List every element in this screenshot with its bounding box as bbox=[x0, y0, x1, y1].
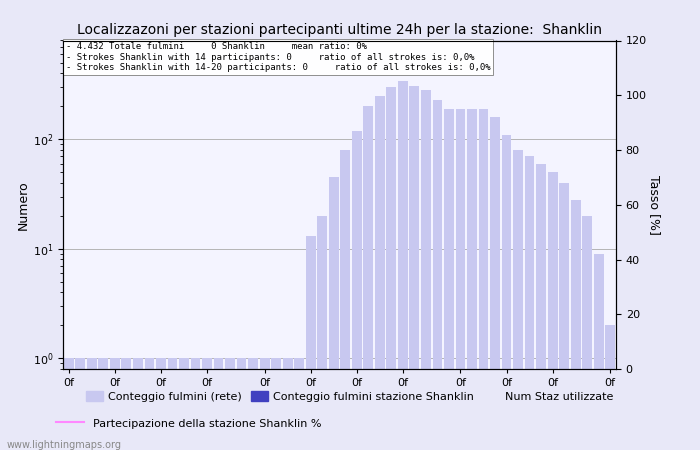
Y-axis label: Numero: Numero bbox=[17, 180, 30, 230]
Title: Localizzazoni per stazioni partecipanti ultime 24h per la stazione:  Shanklin: Localizzazoni per stazioni partecipanti … bbox=[77, 22, 602, 36]
Bar bbox=[122, 358, 132, 450]
Bar bbox=[294, 358, 304, 450]
Bar bbox=[525, 156, 535, 450]
Text: - 4.432 Totale fulmini     0 Shanklin     mean ratio: 0%
- Strokes Shanklin with: - 4.432 Totale fulmini 0 Shanklin mean r… bbox=[66, 42, 491, 72]
Bar bbox=[202, 358, 212, 450]
Bar bbox=[179, 358, 189, 450]
Bar bbox=[375, 96, 385, 450]
Bar bbox=[433, 100, 442, 450]
Bar bbox=[606, 325, 615, 450]
Bar bbox=[260, 358, 270, 450]
Bar bbox=[570, 200, 580, 450]
Bar bbox=[167, 358, 177, 450]
Bar bbox=[214, 358, 223, 450]
Bar bbox=[190, 358, 200, 450]
Bar bbox=[64, 358, 74, 450]
Bar bbox=[133, 358, 143, 450]
Bar bbox=[559, 183, 569, 450]
Bar bbox=[398, 81, 408, 450]
Bar bbox=[594, 254, 603, 450]
Legend: Partecipazione della stazione Shanklin %: Partecipazione della stazione Shanklin % bbox=[52, 414, 326, 433]
Bar bbox=[582, 216, 592, 450]
Bar bbox=[456, 109, 466, 450]
Bar bbox=[363, 107, 373, 450]
Legend: Conteggio fulmini (rete), Conteggio fulmini stazione Shanklin, Num Staz utilizza: Conteggio fulmini (rete), Conteggio fulm… bbox=[82, 387, 618, 406]
Bar bbox=[110, 358, 120, 450]
Bar bbox=[156, 358, 166, 450]
Bar bbox=[490, 117, 500, 450]
Bar bbox=[248, 358, 258, 450]
Bar bbox=[225, 358, 235, 450]
Bar bbox=[421, 90, 430, 450]
Bar bbox=[283, 358, 293, 450]
Bar bbox=[237, 358, 246, 450]
Bar bbox=[306, 236, 316, 450]
Bar bbox=[479, 109, 489, 450]
Bar bbox=[271, 358, 281, 450]
Bar bbox=[87, 358, 97, 450]
Bar bbox=[76, 358, 85, 450]
Bar bbox=[547, 172, 557, 450]
Bar bbox=[513, 150, 523, 450]
Bar bbox=[99, 358, 108, 450]
Text: www.lightningmaps.org: www.lightningmaps.org bbox=[7, 440, 122, 450]
Bar bbox=[352, 130, 362, 450]
Bar bbox=[536, 164, 546, 450]
Y-axis label: Tasso [%]: Tasso [%] bbox=[648, 175, 661, 235]
Bar bbox=[386, 87, 396, 450]
Bar bbox=[467, 109, 477, 450]
Bar bbox=[144, 358, 154, 450]
Bar bbox=[444, 109, 454, 450]
Bar bbox=[502, 135, 512, 450]
Bar bbox=[340, 150, 350, 450]
Bar bbox=[410, 86, 419, 450]
Bar bbox=[317, 216, 327, 450]
Bar bbox=[329, 177, 339, 450]
